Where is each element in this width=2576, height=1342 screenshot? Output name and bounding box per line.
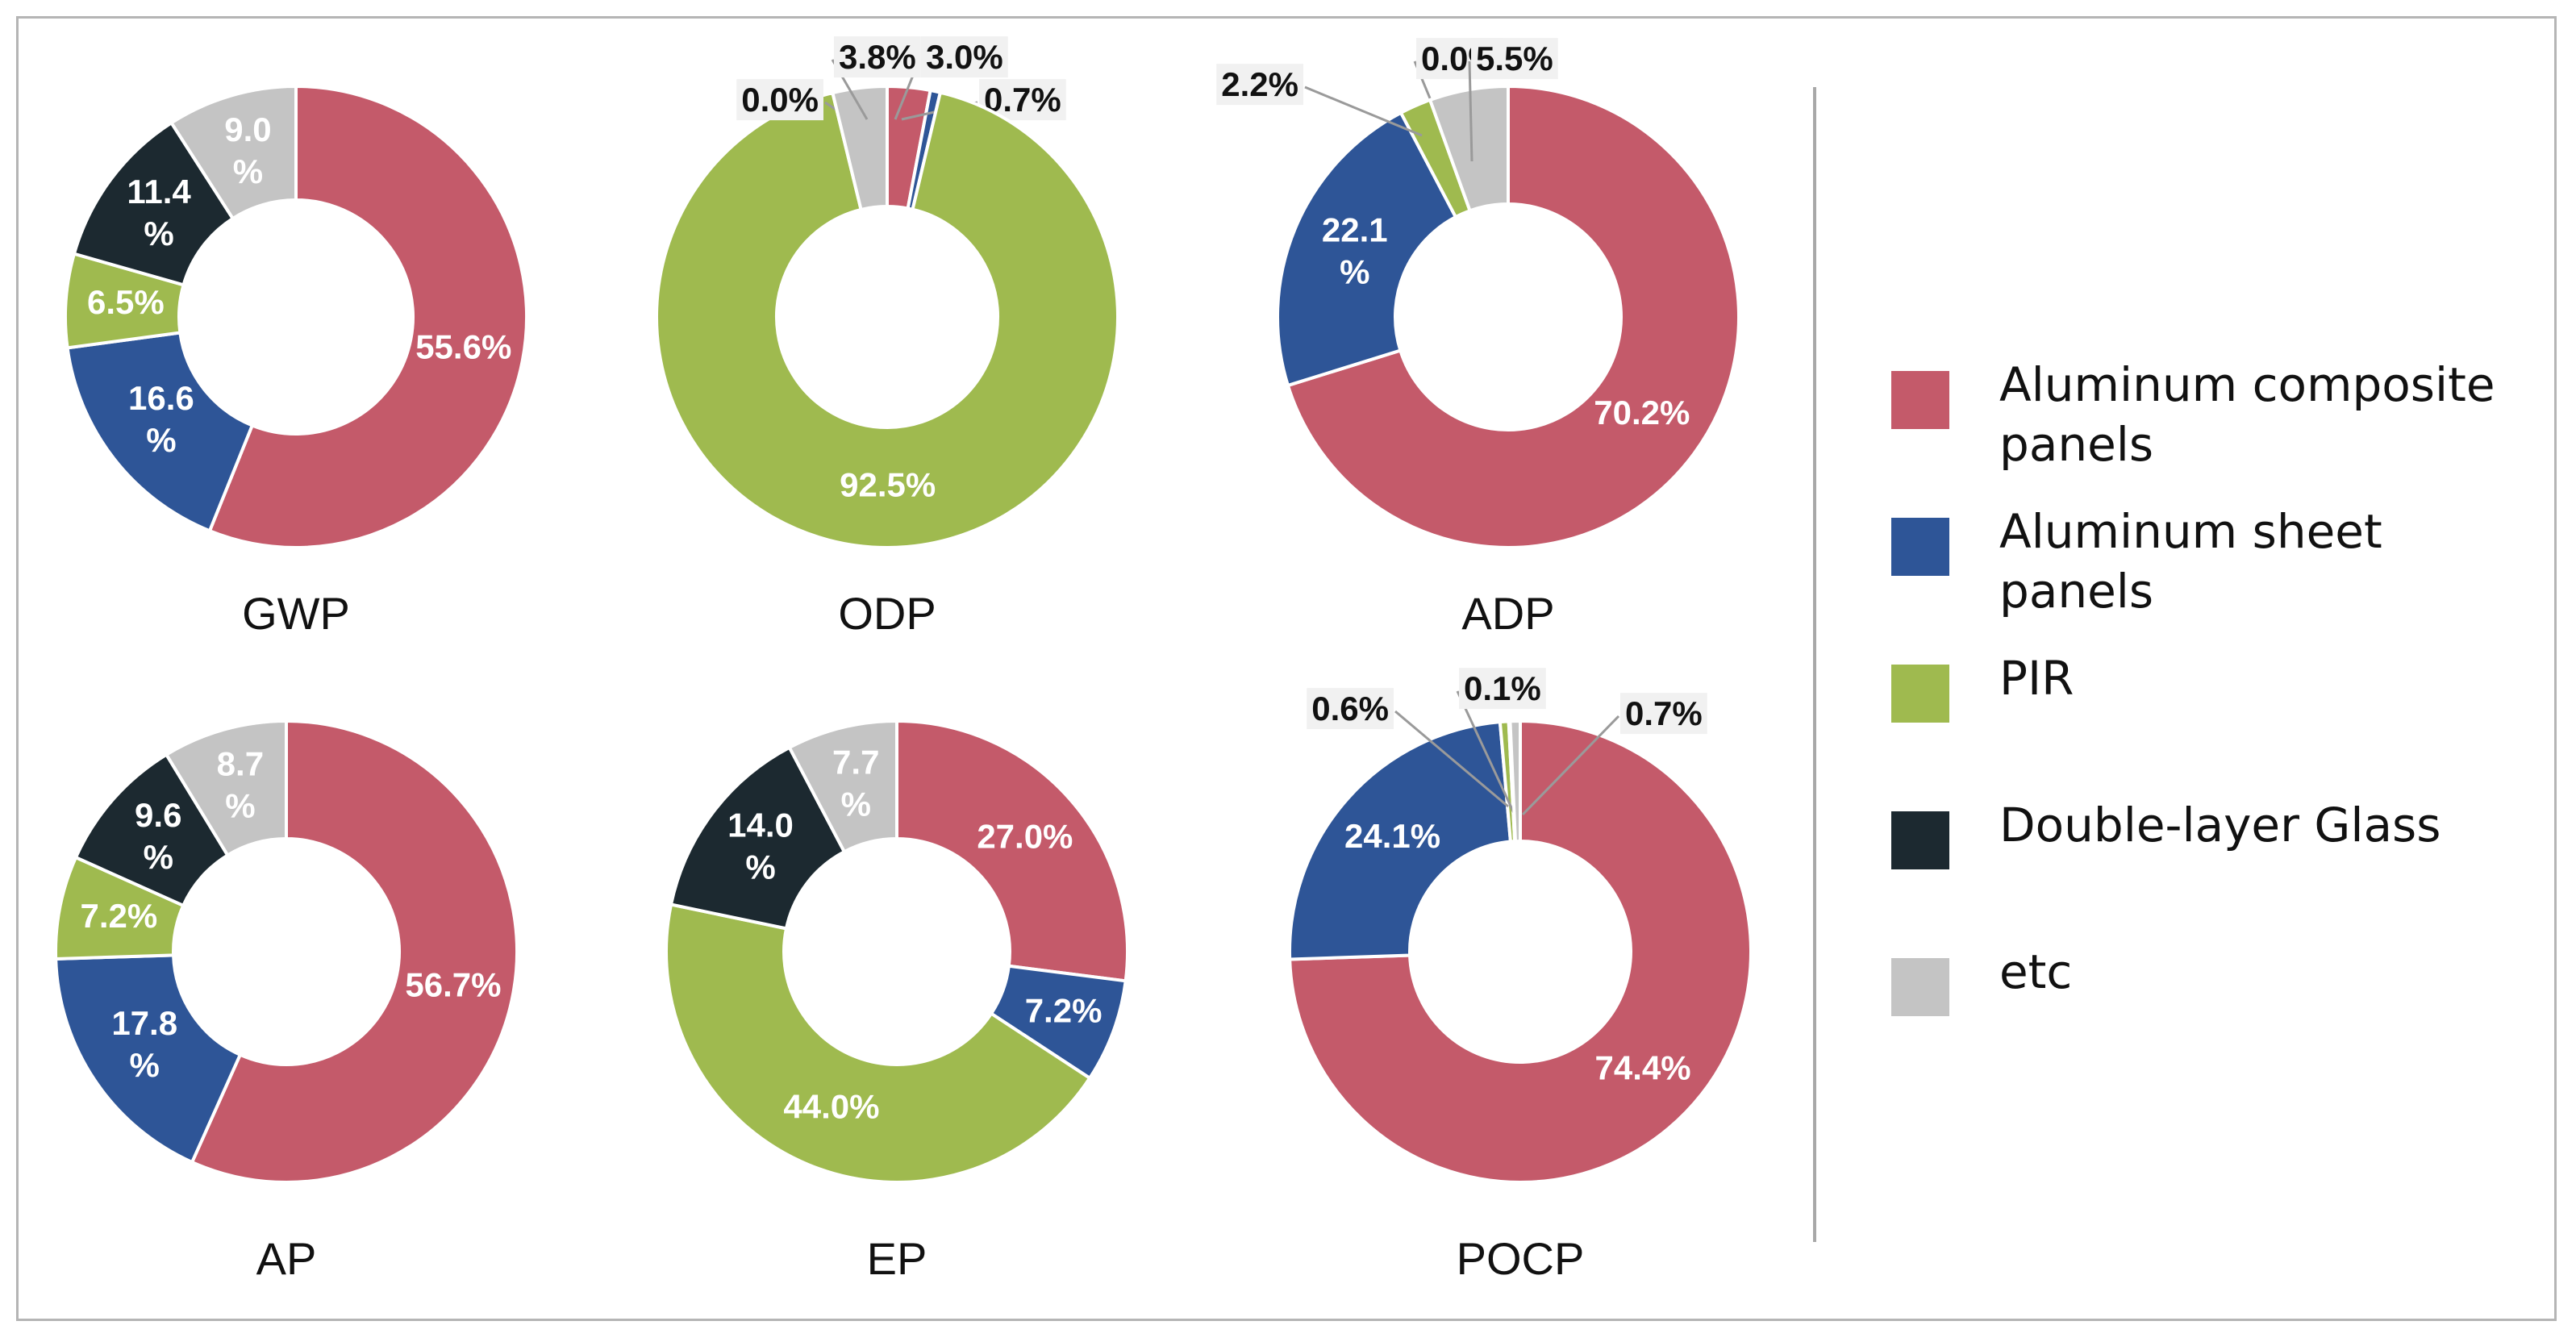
- data-label: %: [225, 786, 255, 824]
- slice-pir: [654, 90, 1119, 549]
- legend-label: Double-layer Glass: [1999, 798, 2441, 852]
- data-label: 8.7: [217, 744, 264, 782]
- legend: Aluminum composite panels Aluminum sheet…: [1891, 355, 2553, 1089]
- slice-aluminum-sheet-panels: [1276, 110, 1458, 388]
- leader-line: [1521, 715, 1620, 816]
- label-background: [1471, 38, 1558, 80]
- legend-label: PIR: [1999, 651, 2074, 706]
- chart-title: EP: [867, 1233, 927, 1284]
- data-label: 9.6: [135, 796, 181, 834]
- data-label: %: [130, 1046, 160, 1084]
- data-label-external: 3.0%: [926, 38, 1003, 76]
- slice-aluminum-composite-panels: [1286, 84, 1740, 549]
- label-background: [921, 36, 1008, 78]
- data-label-external: 2.2%: [1221, 65, 1298, 103]
- slice-etc: [169, 84, 298, 221]
- chart-title: ODP: [838, 588, 936, 639]
- chart-title: ADP: [1461, 588, 1554, 639]
- data-label: %: [745, 848, 775, 886]
- legend-item-etc: etc: [1891, 942, 2553, 1089]
- data-label: %: [841, 786, 871, 823]
- data-label: 6.5%: [87, 283, 165, 321]
- data-label: 44.0%: [783, 1088, 879, 1126]
- slice-double-layer-glass: [669, 745, 847, 931]
- donut-chart-ep: 27.0% 7.2% 44.0% 14.0% 7.7% EP: [665, 719, 1129, 1284]
- label-background: [834, 36, 921, 78]
- data-label: 7.2%: [80, 897, 157, 935]
- chart-title: AP: [256, 1233, 317, 1284]
- leader-line: [1304, 85, 1423, 137]
- label-background: [1307, 688, 1394, 730]
- slice-etc: [1508, 719, 1522, 844]
- data-label: 7.7: [832, 744, 879, 781]
- data-label-external: 0.1%: [1464, 669, 1541, 707]
- leader-line: [1456, 690, 1516, 815]
- slice-aluminum-sheet-panels: [54, 953, 243, 1165]
- data-label: 70.2%: [1594, 394, 1690, 431]
- data-label-external: 0.0%: [741, 81, 819, 119]
- leader-line: [1468, 60, 1473, 162]
- data-label-external: 3.8%: [839, 38, 916, 76]
- data-label: 17.8: [111, 1004, 177, 1042]
- slice-aluminum-sheet-panels: [65, 331, 255, 533]
- donut-chart-adp: 70.2%22.1%2.2%0.0%5.5%ADP: [1216, 38, 1740, 639]
- data-label: 92.5%: [840, 466, 936, 504]
- figure-frame: [16, 16, 2557, 1321]
- data-label: 11.4: [127, 173, 191, 210]
- slice-aluminum-composite-panels: [1288, 719, 1753, 1184]
- legend-item-double-layer-glass: Double-layer Glass: [1891, 795, 2553, 942]
- data-label: 56.7%: [405, 965, 501, 1003]
- legend-item-aluminum-sheet: Aluminum sheet panels: [1891, 502, 2553, 648]
- legend-item-aluminum-composite: Aluminum composite panels: [1891, 355, 2553, 502]
- label-background: [1216, 64, 1303, 106]
- data-label: 7.2%: [1025, 991, 1103, 1029]
- data-label: %: [144, 838, 173, 876]
- legend-label: etc: [1999, 944, 2073, 999]
- data-label: 22.1: [1322, 210, 1388, 248]
- legend-swatch: [1891, 518, 1949, 576]
- slice-aluminum-sheet-panels: [1288, 719, 1513, 961]
- chart-title: GWP: [242, 588, 350, 639]
- donut-chart-pocp: 74.4% 24.1% 0.6% 0.1% 0.7% POCP: [1288, 668, 1753, 1284]
- slice-aluminum-composite-panels: [207, 84, 528, 549]
- slice-etc: [164, 719, 288, 858]
- data-label-external: 5.5%: [1476, 40, 1553, 77]
- chart-title: POCP: [1457, 1233, 1585, 1284]
- legend-swatch: [1891, 958, 1949, 1016]
- data-label: %: [1340, 252, 1369, 290]
- legend-swatch: [1891, 371, 1949, 429]
- data-label: %: [233, 152, 263, 190]
- donut-chart-gwp: 55.6% 16.6% 6.5% 11.4% 9.0% GWP: [64, 84, 528, 639]
- leader-line: [1394, 710, 1509, 808]
- label-background: [736, 79, 823, 121]
- data-label: 16.6: [128, 379, 194, 417]
- legend-swatch: [1891, 811, 1949, 869]
- donut-chart-odp: 3.0%0.7%92.5%0.0%3.8%ODP: [654, 36, 1119, 639]
- donut-chart-ap: 56.7% 17.8% 7.2% 9.6% 8.7% AP: [54, 719, 519, 1284]
- slice-etc: [1428, 84, 1510, 213]
- legend-label: Aluminum sheet panels: [1999, 504, 2382, 619]
- data-label: 74.4%: [1595, 1048, 1691, 1086]
- data-label: 55.6%: [415, 327, 511, 365]
- data-label: 24.1%: [1344, 817, 1440, 855]
- data-label: 9.0: [224, 110, 271, 148]
- slice-pir: [665, 902, 1092, 1184]
- slice-etc: [787, 719, 898, 854]
- data-label-external: 0.6%: [1311, 690, 1389, 727]
- charts-group: 55.6% 16.6% 6.5% 11.4% 9.0% GWP 3.0% 0.7% 92.5% 0…: [54, 36, 1753, 1284]
- data-label: %: [146, 421, 176, 459]
- legend-item-pir: PIR: [1891, 648, 2553, 795]
- data-label: 27.0%: [977, 817, 1073, 855]
- slice-aluminum-composite-panels: [190, 719, 519, 1184]
- data-label-external: 0.7%: [1625, 694, 1703, 732]
- data-label: 14.0: [727, 806, 794, 844]
- label-background: [1459, 668, 1546, 710]
- data-label: %: [144, 215, 173, 252]
- legend-label: Aluminum composite panels: [1999, 357, 2495, 472]
- label-background: [1620, 693, 1707, 735]
- slice-aluminum-composite-panels: [895, 719, 1129, 983]
- legend-swatch: [1891, 665, 1949, 723]
